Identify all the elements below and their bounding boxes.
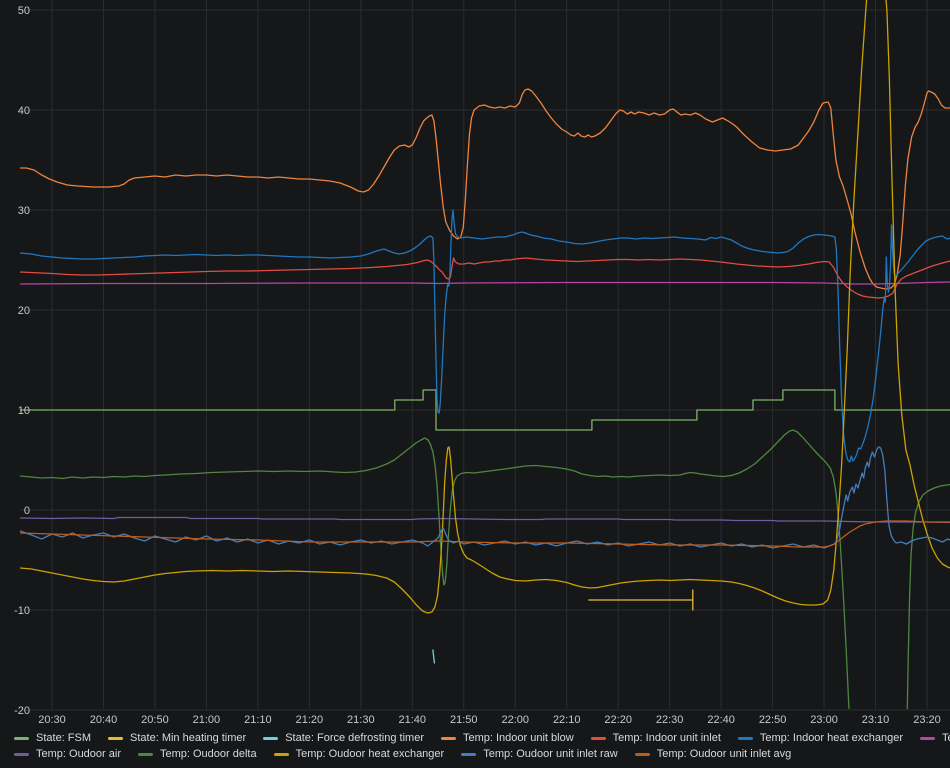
y-axis-labels: 50 40 30 20 10 0 -10 -20 <box>14 5 30 717</box>
legend-label: Temp: Oudoor unit inlet avg <box>656 748 792 760</box>
legend-swatch-icon <box>461 753 477 756</box>
legend-swatch-icon <box>737 737 753 740</box>
x-axis-label: 22:40 <box>707 714 735 726</box>
series-temp-indoor-unit-inlet <box>20 257 950 299</box>
series-layer <box>20 0 950 709</box>
series-temp-oudoor-heat-exchanger <box>20 0 950 614</box>
series-temp-indoor-unit-blow <box>20 88 950 290</box>
x-axis-label: 22:20 <box>604 714 632 726</box>
legend-label: Temp: Indoor heat exchanger <box>759 732 903 744</box>
series-state-force-defrosting-timer <box>432 649 436 664</box>
x-axis-label: 22:30 <box>656 714 684 726</box>
legend-row: Temp: Oudoor air Temp: Oudoor delta Temp: … <box>14 747 944 762</box>
legend-item-temp-indoor-unit-inlet[interactable]: Temp: Indoor unit inlet <box>590 731 721 746</box>
y-axis-label: 20 <box>18 305 30 317</box>
legend-item-temp-oudoor-heat-exchanger[interactable]: Temp: Oudoor heat exchanger <box>273 747 445 762</box>
x-axis-label: 20:50 <box>141 714 169 726</box>
series-temp-oudoor-unit-inlet-avg <box>20 520 950 548</box>
x-axis-label: 22:10 <box>553 714 581 726</box>
time-series-chart: 50 40 30 20 10 0 -10 -20 20:30 20:40 20:50 21:00 21… <box>14 0 950 726</box>
legend-swatch-icon <box>137 753 153 756</box>
x-axis-labels: 20:30 20:40 20:50 21:00 21:10 21:20 21:30 21:40… <box>38 714 941 726</box>
legend-label: Temp: Oudoor unit inlet raw <box>483 748 618 760</box>
x-axis-label: 22:50 <box>759 714 787 726</box>
legend-item-temp-oudoor-delta[interactable]: Temp: Oudoor delta <box>137 747 257 762</box>
legend-swatch-icon <box>14 753 29 756</box>
x-axis-label: 23:10 <box>862 714 890 726</box>
x-axis-label: 20:40 <box>90 714 118 726</box>
legend-item-temp-indoor-room[interactable]: Temp: Indoor room <box>919 731 950 746</box>
legend-swatch-icon <box>263 737 279 740</box>
series-state-fsm <box>20 389 950 431</box>
y-axis-label: 40 <box>18 105 30 117</box>
y-axis-label: 10 <box>18 405 30 417</box>
x-axis-label: 23:00 <box>810 714 838 726</box>
x-axis-label: 21:20 <box>296 714 324 726</box>
legend-item-temp-oudoor-unit-inlet-avg[interactable]: Temp: Oudoor unit inlet avg <box>634 747 792 762</box>
legend-label: State: Min heating timer <box>130 732 247 744</box>
legend-swatch-icon <box>440 737 456 740</box>
legend-swatch-icon <box>919 737 935 740</box>
legend-item-temp-indoor-heat-exchanger[interactable]: Temp: Indoor heat exchanger <box>737 731 903 746</box>
legend-item-temp-oudoor-air[interactable]: Temp: Oudoor air <box>14 747 121 762</box>
series-temp-oudoor-air <box>20 516 950 524</box>
series-temp-oudoor-unit-inlet-raw <box>20 446 950 549</box>
legend: State: FSM State: Min heating timer State:… <box>14 731 950 762</box>
y-axis-label: 30 <box>18 205 30 217</box>
legend-label: Temp: Indoor unit blow <box>462 732 574 744</box>
y-axis-label: -20 <box>14 705 30 717</box>
legend-item-temp-indoor-unit-blow[interactable]: Temp: Indoor unit blow <box>440 731 574 746</box>
legend-item-state-min-heating-timer[interactable]: State: Min heating timer <box>108 731 246 746</box>
x-axis-label: 23:20 <box>913 714 941 726</box>
legend-label: Temp: Indoor room <box>941 732 950 744</box>
legend-swatch-icon <box>14 737 29 740</box>
x-axis-label: 21:10 <box>244 714 272 726</box>
x-axis-label: 20:30 <box>38 714 66 726</box>
x-axis-label: 22:00 <box>501 714 529 726</box>
legend-row: State: FSM State: Min heating timer State:… <box>14 731 950 746</box>
legend-label: State: Force defrosting timer <box>285 732 424 744</box>
legend-label: Temp: Oudoor air <box>36 748 121 760</box>
grid-lines <box>20 0 950 711</box>
legend-swatch-icon <box>108 737 124 740</box>
y-axis-label: -10 <box>14 605 30 617</box>
legend-item-state-fsm[interactable]: State: FSM <box>14 731 91 746</box>
legend-label: State: FSM <box>36 732 92 744</box>
series-state-min-heating-timer <box>588 589 694 611</box>
legend-item-state-force-defrosting-timer[interactable]: State: Force defrosting timer <box>263 731 424 746</box>
legend-swatch-icon <box>590 737 606 740</box>
legend-label: Temp: Oudoor delta <box>159 748 257 760</box>
series-temp-indoor-room <box>20 281 950 285</box>
y-axis-label: 50 <box>18 5 30 17</box>
legend-swatch-icon <box>634 753 650 756</box>
x-axis-label: 21:30 <box>347 714 375 726</box>
series-temp-oudoor-delta <box>20 429 950 709</box>
x-axis-label: 21:40 <box>399 714 427 726</box>
x-axis-label: 21:50 <box>450 714 478 726</box>
series-temp-indoor-heat-exchanger <box>20 209 950 463</box>
legend-swatch-icon <box>273 753 289 756</box>
y-axis-label: 0 <box>24 505 30 517</box>
x-axis-label: 21:00 <box>193 714 221 726</box>
legend-item-temp-oudoor-unit-inlet-raw[interactable]: Temp: Oudoor unit inlet raw <box>461 747 618 762</box>
legend-label: Temp: Indoor unit inlet <box>612 732 721 744</box>
legend-label: Temp: Oudoor heat exchanger <box>295 748 445 760</box>
